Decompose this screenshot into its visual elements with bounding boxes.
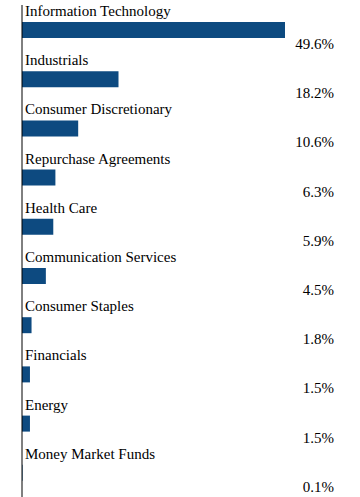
svg-text:1.5%: 1.5%: [303, 430, 334, 446]
svg-text:Industrials: Industrials: [25, 52, 88, 68]
svg-text:Consumer Discretionary: Consumer Discretionary: [25, 101, 173, 117]
svg-text:Information Technology: Information Technology: [25, 3, 171, 19]
svg-text:Consumer Staples: Consumer Staples: [25, 298, 134, 314]
svg-text:Health Care: Health Care: [25, 200, 97, 216]
svg-text:18.2%: 18.2%: [295, 85, 334, 101]
svg-text:0.1%: 0.1%: [303, 479, 334, 495]
svg-text:5.9%: 5.9%: [303, 233, 334, 249]
svg-text:10.6%: 10.6%: [295, 134, 334, 150]
svg-text:Communication Services: Communication Services: [25, 249, 176, 265]
svg-text:Energy: Energy: [25, 397, 69, 413]
svg-text:4.5%: 4.5%: [303, 282, 334, 298]
svg-text:1.8%: 1.8%: [303, 331, 334, 347]
svg-text:Money Market Funds: Money Market Funds: [25, 446, 155, 462]
svg-text:6.3%: 6.3%: [303, 184, 334, 200]
svg-text:49.6%: 49.6%: [295, 36, 334, 52]
svg-text:1.5%: 1.5%: [303, 380, 334, 396]
svg-text:Repurchase Agreements: Repurchase Agreements: [25, 151, 171, 167]
svg-text:Financials: Financials: [25, 347, 87, 363]
